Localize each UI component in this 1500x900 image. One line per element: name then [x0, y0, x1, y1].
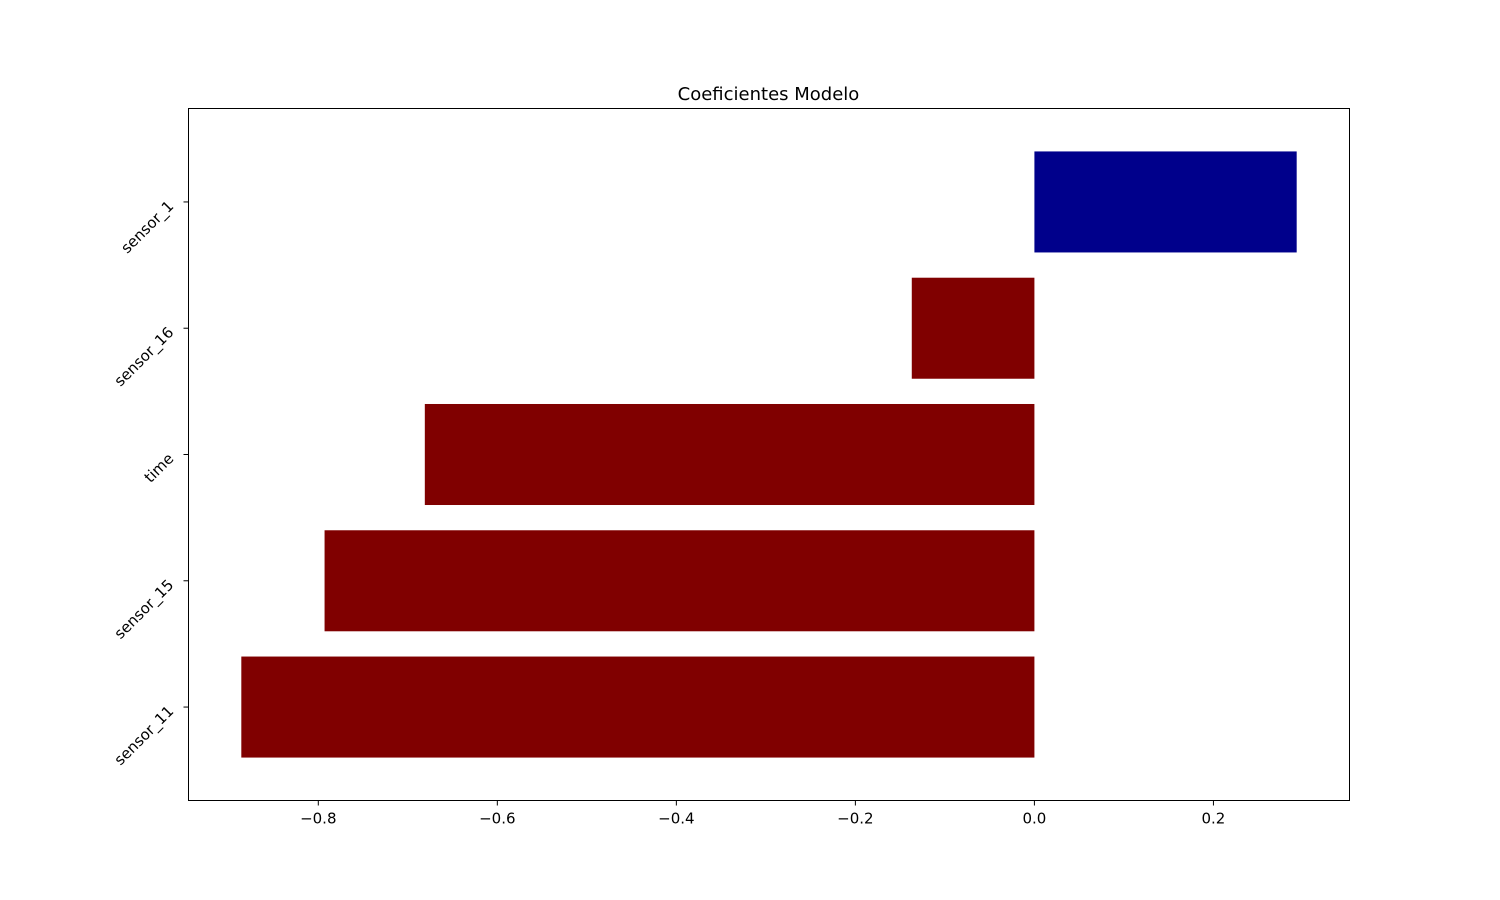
bar-time — [424, 403, 1035, 506]
y-tick-label: sensor_16 — [111, 323, 178, 390]
bar-sensor-16 — [911, 277, 1035, 379]
x-tick-label: −0.6 — [479, 810, 515, 828]
plot-frame — [188, 108, 1350, 801]
y-tick-label: time — [141, 450, 178, 487]
bar-sensor-1 — [1034, 151, 1297, 253]
x-tick-label: −0.4 — [658, 810, 694, 828]
x-tick-label: −0.2 — [837, 810, 873, 828]
bar-sensor-11 — [241, 656, 1035, 758]
chart-title: Coeficientes Modelo — [678, 84, 860, 105]
y-tick-label: sensor_15 — [111, 576, 178, 643]
x-tick-label: 0.2 — [1202, 810, 1226, 828]
y-tick-label: sensor_11 — [111, 702, 178, 769]
y-tick-label: sensor_1 — [117, 197, 178, 258]
bar-sensor-15 — [324, 530, 1035, 632]
bars-layer — [241, 151, 1297, 758]
x-tick-label: −0.8 — [300, 810, 336, 828]
x-tick-label: 0.0 — [1022, 810, 1046, 828]
